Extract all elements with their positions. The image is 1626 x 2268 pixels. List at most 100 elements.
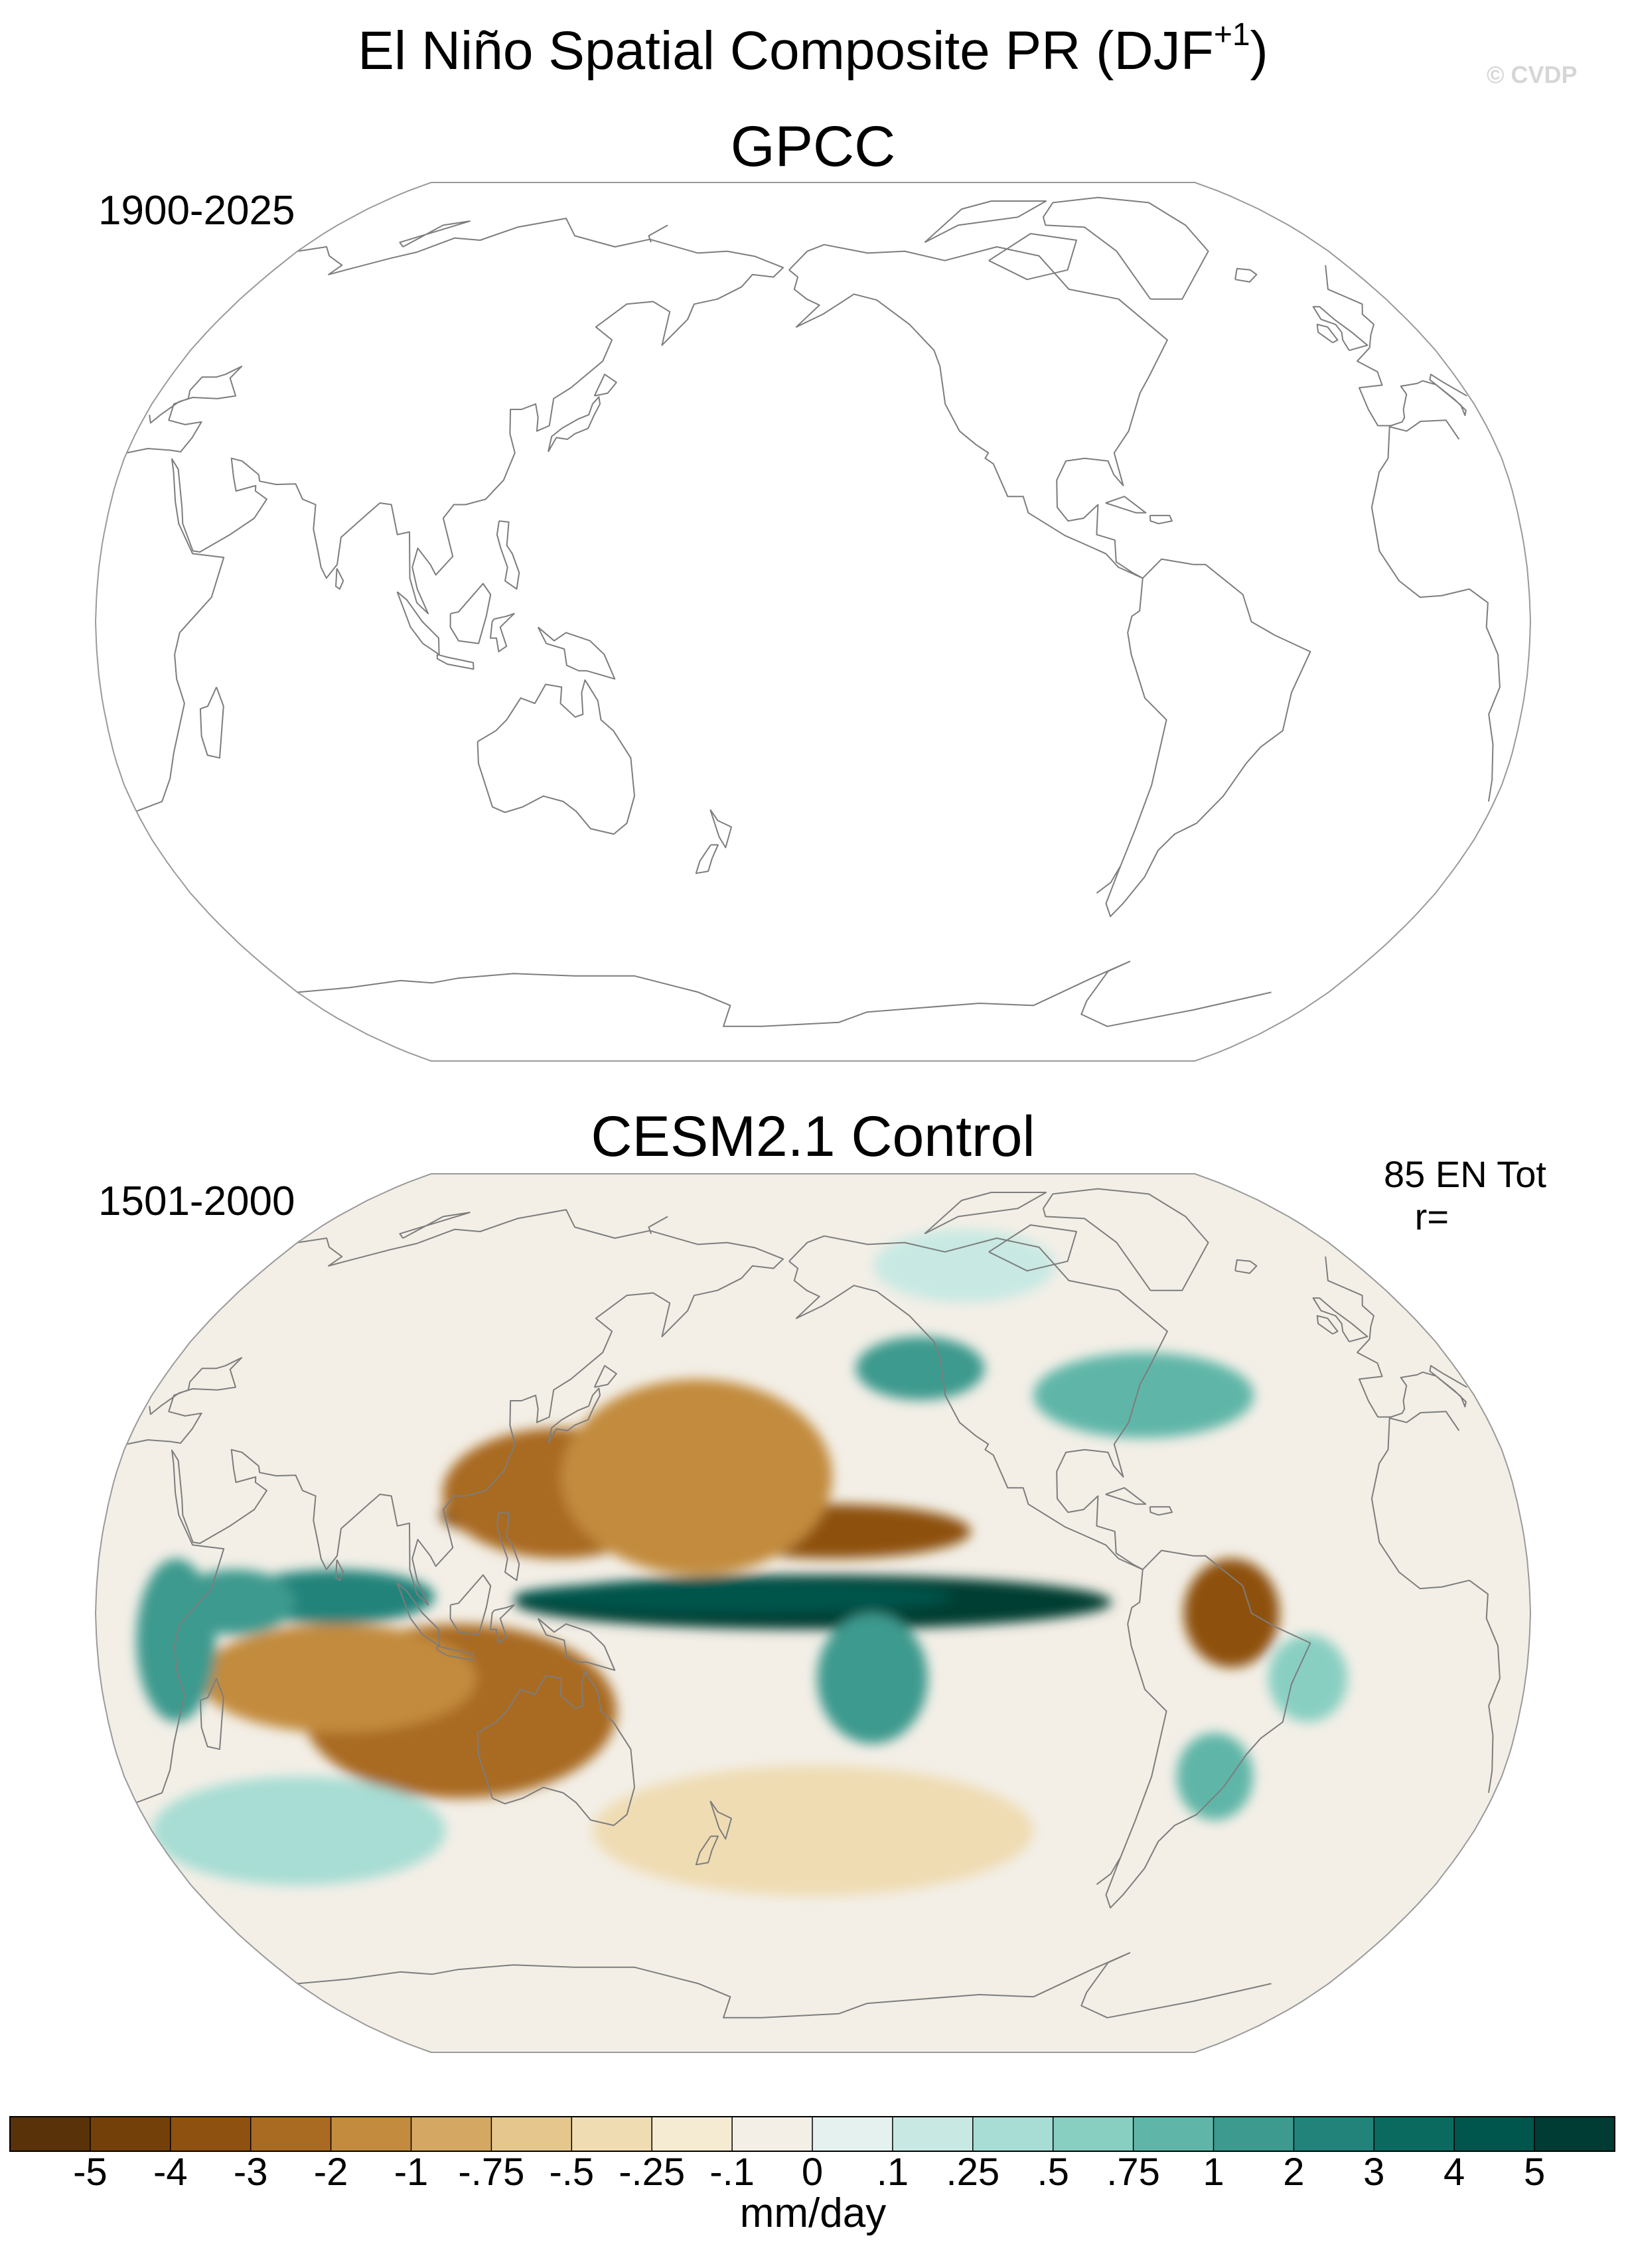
title-text: El Niño Spatial Composite PR (DJF: [358, 21, 1214, 81]
coastline: [1105, 496, 1147, 514]
coastline: [593, 374, 617, 397]
anomaly-blob: [1176, 1733, 1254, 1820]
coastline: [1105, 558, 1311, 918]
colorbar-swatch: [812, 2117, 893, 2151]
anomaly-blob: [1183, 1558, 1280, 1668]
map-bottom-panel: [94, 1173, 1532, 2053]
colorbar-tick-label: .25: [946, 2151, 1000, 2194]
coastline: [335, 568, 344, 590]
colorbar-tick-label: -.25: [619, 2151, 686, 2194]
colorbar-swatch: [90, 2117, 171, 2151]
coastline: [1096, 1857, 1121, 1885]
colorbar-tick-label: -.75: [458, 2151, 525, 2194]
anomaly-blob: [817, 1613, 928, 1744]
colorbar-tick-label: 4: [1443, 2151, 1465, 2194]
colorbar-tick-label: .1: [876, 2151, 909, 2194]
coastline: [593, 1365, 617, 1388]
coastlines: [126, 1188, 1501, 2019]
coastline: [1312, 306, 1368, 352]
coastline: [537, 626, 616, 680]
period-label-top: 1900-2025: [98, 188, 295, 234]
colorbar-swatch: [571, 2117, 652, 2151]
coastline: [396, 1583, 440, 1647]
colorbar-tick-label: 2: [1283, 2151, 1305, 2194]
coastline: [1312, 1297, 1368, 1343]
colorbar-tick-label: -5: [73, 2151, 108, 2194]
colorbar-tick-label: 1: [1203, 2151, 1224, 2194]
coastline: [1234, 267, 1258, 283]
coastline: [1105, 1549, 1311, 1909]
coastline: [199, 1678, 224, 1750]
panel-title-top: GPCC: [730, 115, 896, 178]
map-boundary: [94, 182, 1532, 1062]
coastline: [126, 1209, 1501, 1804]
coastline: [490, 1604, 515, 1644]
colorbar-tick-label: 3: [1363, 2151, 1385, 2194]
colorbar-tick-label: -.1: [709, 2151, 755, 2194]
coastline: [648, 224, 668, 243]
coastline: [199, 687, 224, 759]
coastline: [537, 1618, 616, 1671]
coastline: [695, 1835, 719, 1866]
coastline: [449, 1574, 492, 1636]
colorbar-swatch: [331, 2117, 411, 2151]
colorbar-tick-label: -4: [153, 2151, 188, 2194]
coastline: [1316, 323, 1339, 344]
colorbar-tick-label: -3: [233, 2151, 268, 2194]
coastline: [297, 961, 1272, 1027]
coastline: [436, 654, 475, 670]
anomaly-blob: [873, 1229, 1055, 1303]
colorbar-tick-label: -.5: [549, 2151, 595, 2194]
coastline: [1316, 1314, 1339, 1335]
coastline: [695, 844, 719, 875]
colorbar-tick-label: 5: [1523, 2151, 1546, 2194]
colorbar-swatch: [411, 2117, 492, 2151]
anomaly-blob: [855, 1336, 985, 1401]
colorbar-unit: mm/day: [739, 2190, 887, 2236]
coastline: [1043, 1188, 1209, 1291]
colorbar-swatch: [1053, 2117, 1134, 2151]
coastline: [477, 1670, 635, 1826]
map-ocean-background: [96, 182, 1530, 1061]
colorbar-tick-label: 0: [801, 2151, 824, 2194]
coastline: [924, 1192, 1047, 1235]
anomaly-blob: [561, 1379, 833, 1575]
coastline: [924, 200, 1047, 244]
coastline: [1043, 196, 1209, 300]
coastline: [988, 233, 1077, 281]
colorbar-swatch: [1133, 2117, 1214, 2151]
coastline: [496, 520, 520, 590]
title-close: ): [1250, 21, 1268, 81]
colorbar-swatch: [652, 2117, 733, 2151]
copyright-watermark: © CVDP: [1487, 61, 1578, 88]
coastline: [297, 1952, 1272, 2019]
title-superscript: +1: [1213, 17, 1250, 52]
anomaly-blob: [1033, 1352, 1254, 1439]
event-count-stat: 85 EN Tot r=: [1384, 1153, 1546, 1238]
coastline: [496, 1512, 520, 1581]
anomaly-blob: [151, 1776, 446, 1886]
coastline: [1096, 866, 1121, 894]
colorbar-swatch: [1454, 2117, 1535, 2151]
colorbar-swatch: [892, 2117, 974, 2151]
colorbar-tick-label: -2: [313, 2151, 348, 2194]
colorbar-tick-label: -1: [394, 2151, 429, 2194]
colorbar-swatch: [170, 2117, 252, 2151]
colorbar: [9, 2116, 1615, 2152]
coastline: [709, 809, 732, 849]
coastline: [449, 583, 492, 644]
colorbar-swatch: [250, 2117, 332, 2151]
colorbar-tick-label: .5: [1037, 2151, 1069, 2194]
coastline: [436, 1645, 475, 1662]
coastline: [1105, 1487, 1147, 1505]
colorbar-swatch: [10, 2117, 91, 2151]
colorbar-swatch: [1534, 2117, 1615, 2151]
figure-title: El Niño Spatial Composite PR (DJF+1): [0, 17, 1626, 82]
anomaly-blob: [514, 1580, 952, 1613]
coastlines: [126, 196, 1501, 1027]
colorbar-swatch: [1374, 2117, 1455, 2151]
coastline: [548, 1387, 601, 1444]
colorbar-swatch: [1213, 2117, 1294, 2151]
map-top-panel: [94, 182, 1532, 1062]
